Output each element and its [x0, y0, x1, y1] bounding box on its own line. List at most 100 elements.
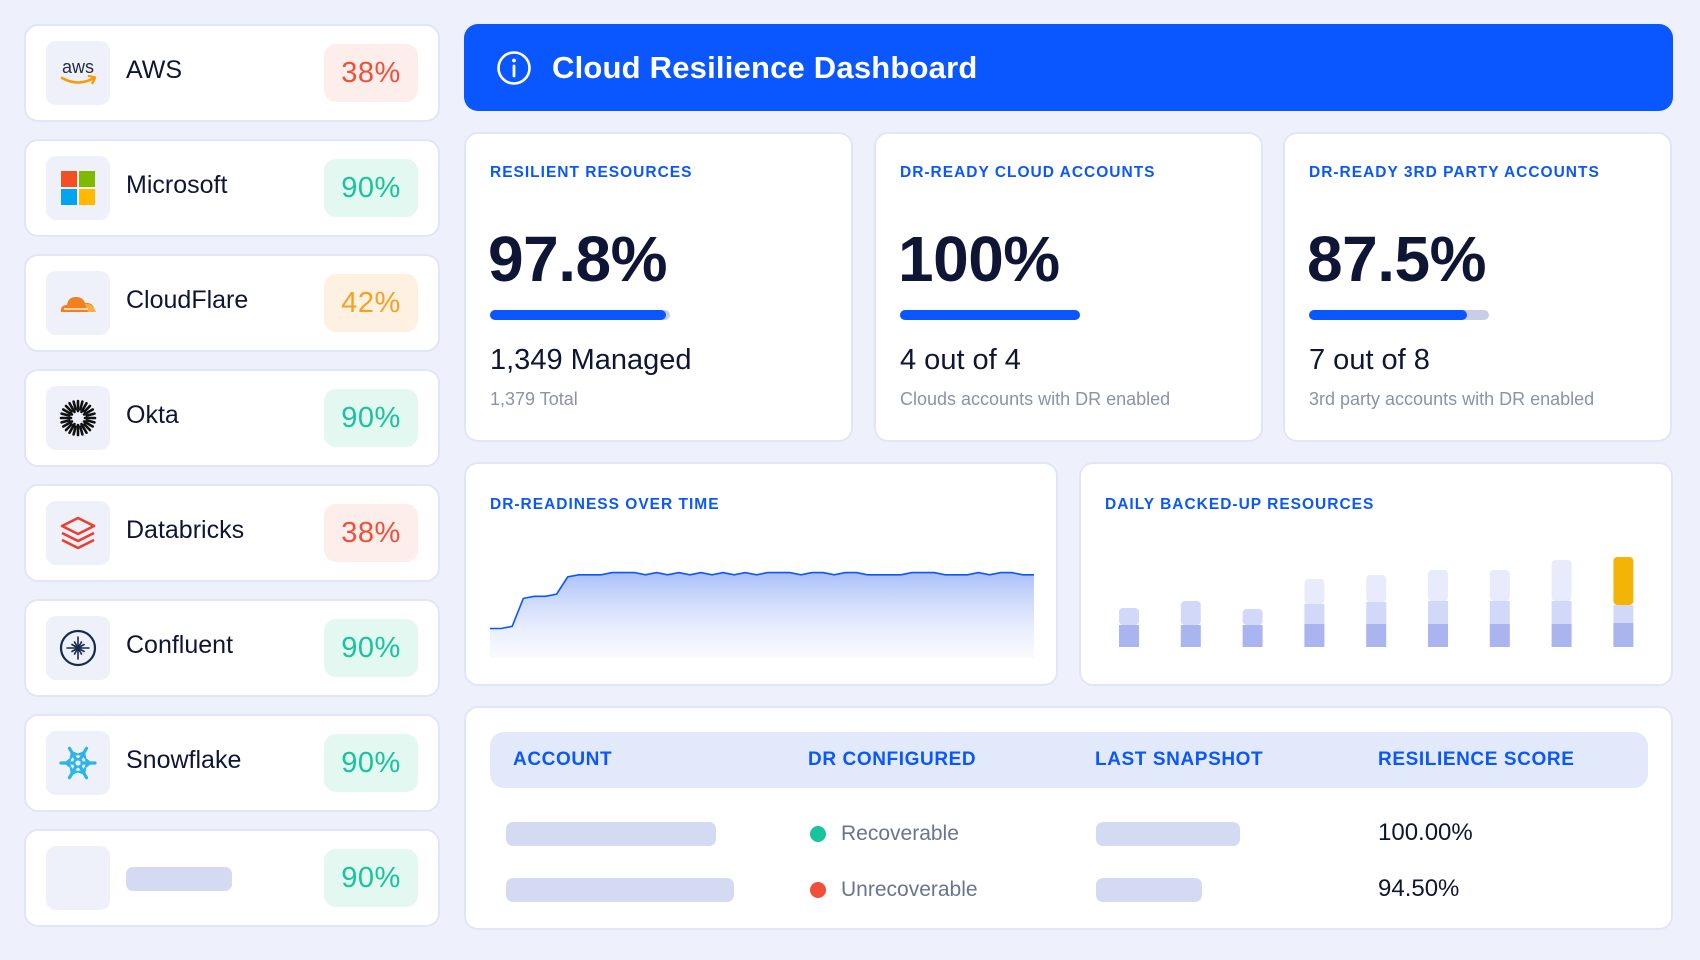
bar-segment [1489, 624, 1510, 647]
status-dot [810, 882, 826, 898]
provider-card-okta[interactable]: Okta 90% [24, 369, 440, 467]
provider-name-placeholder [126, 867, 232, 891]
bar-day-4 [1304, 579, 1325, 647]
stat-progress-fill [900, 310, 1080, 320]
provider-name: CloudFlare [126, 286, 249, 314]
provider-name: Okta [126, 401, 179, 429]
stat-label: RESILIENT RESOURCES [490, 164, 693, 181]
provider-name: Databricks [126, 516, 245, 544]
bar-day-1 [1119, 608, 1139, 647]
column-header-dr-configured[interactable]: DR CONFIGURED [808, 749, 977, 770]
stat-label: DR-READY CLOUD ACCOUNTS [900, 164, 1156, 181]
provider-score-badge: 90% [324, 389, 418, 447]
bar-segment [1366, 624, 1387, 647]
bar-day-9 [1613, 557, 1634, 647]
daily-backup-bar-chart [1119, 557, 1634, 647]
aws-logo-icon: aws [46, 41, 110, 105]
dr-readiness-area-chart [490, 571, 1034, 658]
table-row[interactable]: Recoverable 100.00% [466, 814, 1675, 854]
bar-day-3 [1242, 609, 1263, 647]
bar-day-7 [1489, 570, 1510, 647]
daily-backup-chart-card: DAILY BACKED-UP RESOURCES [1079, 462, 1673, 686]
stat-subvalue: 7 out of 8 [1309, 344, 1430, 376]
microsoft-logo-icon [46, 156, 110, 220]
bar-segment [1428, 570, 1448, 601]
chart-label: DAILY BACKED-UP RESOURCES [1105, 496, 1375, 513]
bar-day-2 [1180, 601, 1201, 647]
stat-description: 1,379 Total [490, 389, 578, 409]
provider-name: Snowflake [126, 746, 242, 774]
stat-value: 100% [898, 223, 1060, 295]
bar-segment [1119, 608, 1139, 625]
dr-status: Recoverable [841, 822, 959, 845]
bar-segment [1428, 601, 1448, 624]
bar-segment [1489, 570, 1510, 601]
provider-card-aws[interactable]: aws AWS 38% [24, 24, 440, 122]
stat-description: Clouds accounts with DR enabled [900, 389, 1171, 409]
provider-card-snowflake[interactable]: Snowflake 90% [24, 714, 440, 812]
column-header-last-snapshot[interactable]: LAST SNAPSHOT [1095, 749, 1264, 770]
readiness-series-line [490, 571, 1034, 630]
bar-segment [1304, 604, 1325, 624]
stat-subvalue: 4 out of 4 [900, 344, 1021, 376]
aws-logo-text: aws [62, 57, 94, 77]
resilience-score: 94.50% [1378, 875, 1460, 902]
column-header-resilience-score[interactable]: RESILIENCE SCORE [1378, 749, 1575, 770]
provider-score-badge: 90% [324, 734, 418, 792]
bar-segment [1180, 625, 1201, 647]
provider-score-badge: 38% [324, 504, 418, 562]
provider-card-placeholder[interactable]: 90% [24, 829, 440, 927]
dr-readiness-chart-card: DR-READINESS OVER TIME [464, 462, 1058, 686]
snapshot-placeholder [1096, 878, 1202, 902]
account-placeholder [506, 878, 734, 902]
dashboard-header: Cloud Resilience Dashboard [464, 24, 1673, 111]
info-icon[interactable] [496, 50, 532, 86]
bar-segment [1428, 624, 1448, 647]
bar-segment [1551, 624, 1572, 647]
page-title: Cloud Resilience Dashboard [552, 49, 978, 85]
stat-card-dr-ready-3rd-party: DR-READY 3RD PARTY ACCOUNTS 87.5% 7 out … [1283, 132, 1672, 442]
bar-segment [1304, 579, 1325, 604]
databricks-logo-icon [46, 501, 110, 565]
bar-segment [1551, 560, 1572, 601]
bar-day-8 [1551, 560, 1572, 647]
stat-progress-fill [490, 310, 667, 320]
placeholder-logo [46, 846, 110, 910]
bar-segment [1366, 602, 1387, 624]
okta-logo-icon [46, 386, 110, 450]
stat-label: DR-READY 3RD PARTY ACCOUNTS [1309, 164, 1600, 181]
stat-subvalue: 1,349 Managed [490, 344, 692, 376]
bar-segment [1489, 601, 1510, 624]
provider-name: AWS [126, 56, 183, 84]
stat-progress-bar [900, 310, 1080, 320]
provider-card-microsoft[interactable]: Microsoft 90% [24, 139, 440, 237]
bar-segment [1180, 601, 1201, 625]
provider-card-databricks[interactable]: Databricks 38% [24, 484, 440, 582]
bar-segment [1119, 625, 1139, 647]
bar-segment [1242, 625, 1263, 647]
bar-segment [1551, 601, 1572, 624]
provider-score-badge: 42% [324, 274, 418, 332]
stat-value: 97.8% [488, 223, 667, 295]
provider-card-confluent[interactable]: Confluent 90% [24, 599, 440, 697]
table-row[interactable]: Unrecoverable 94.50% [466, 870, 1675, 910]
column-header-account[interactable]: ACCOUNT [513, 749, 613, 770]
provider-card-cloudflare[interactable]: CloudFlare 42% [24, 254, 440, 352]
bar-segment [1242, 609, 1263, 625]
provider-name: Confluent [126, 631, 234, 659]
status-dot [810, 826, 826, 842]
bar-segment [1613, 557, 1634, 605]
readiness-area-fill [490, 572, 1034, 658]
bar-segment [1613, 623, 1634, 647]
stat-progress-fill [1309, 310, 1467, 320]
provider-name: Microsoft [126, 171, 228, 199]
stat-description: 3rd party accounts with DR enabled [1309, 389, 1595, 409]
stat-progress-bar [1309, 310, 1489, 320]
cloudflare-logo-icon [46, 271, 110, 335]
bar-day-5 [1366, 575, 1387, 647]
bar-day-6 [1428, 570, 1448, 647]
chart-label: DR-READINESS OVER TIME [490, 496, 720, 513]
provider-score-badge: 90% [324, 619, 418, 677]
provider-score-badge: 90% [324, 159, 418, 217]
bar-segment [1613, 605, 1634, 623]
